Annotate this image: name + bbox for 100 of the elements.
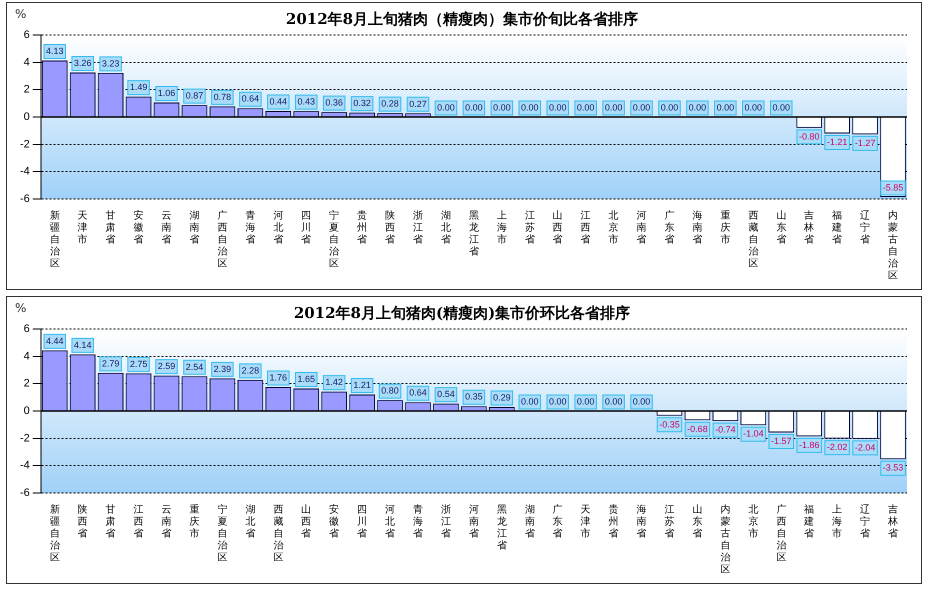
- y-tick-label: -2: [20, 432, 30, 444]
- data-label: 0.36: [325, 98, 343, 108]
- data-label: 4.14: [74, 340, 92, 350]
- data-label: 2.54: [186, 362, 204, 372]
- x-tick-label: 甘肃省: [106, 504, 116, 540]
- y-tick-label: 4: [24, 56, 30, 68]
- x-tick-label: 云南省: [162, 504, 172, 540]
- data-label: -0.35: [659, 419, 680, 430]
- x-tick-label: 天津市: [580, 504, 591, 540]
- x-tick-label: 天津市: [78, 210, 88, 246]
- y-tick-label: 0: [24, 405, 30, 418]
- data-label: -1.57: [771, 436, 792, 446]
- x-tick-label: 西藏自治区: [748, 210, 758, 270]
- data-label: 0.28: [381, 98, 399, 109]
- data-label: 2.39: [214, 364, 232, 374]
- data-label: -2.02: [826, 442, 848, 452]
- data-label: 0.43: [297, 96, 315, 107]
- data-label: 0.80: [381, 386, 399, 396]
- data-label: 0.64: [242, 94, 260, 104]
- x-tick-label: 新疆自治区: [50, 504, 60, 564]
- y-axis-title: %: [15, 301, 26, 316]
- data-label: 2.79: [102, 358, 120, 368]
- data-label: 0.00: [604, 396, 622, 406]
- data-label: -1.21: [826, 137, 848, 148]
- x-tick-label: 北京市: [748, 504, 758, 540]
- data-label: 2.75: [130, 358, 148, 369]
- x-tick-label: 贵州省: [608, 504, 619, 540]
- x-tick-label: 北京市: [608, 210, 619, 246]
- data-label: 0.00: [688, 102, 706, 112]
- x-tick-label: 西藏自治区: [273, 504, 284, 564]
- data-label: 1.21: [353, 380, 371, 390]
- x-tick-label: 陕西省: [385, 210, 396, 246]
- data-label: 0.44: [270, 96, 288, 106]
- x-tick-label: 重庆市: [189, 504, 200, 540]
- x-tick-label: 海南省: [636, 504, 647, 540]
- x-tick-label: 江苏省: [524, 210, 535, 246]
- y-tick-label: 6: [24, 323, 30, 336]
- y-tick-label: -6: [20, 487, 30, 500]
- data-label: 1.06: [158, 88, 176, 98]
- x-tick-label: 河南省: [636, 210, 647, 246]
- y-tick-label: -4: [20, 166, 30, 178]
- data-label: 4.44: [46, 336, 64, 346]
- data-label: -1.27: [854, 138, 876, 148]
- y-axis-title: %: [15, 7, 26, 22]
- data-label: 0.32: [353, 98, 371, 108]
- x-tick-label: 海南省: [692, 210, 702, 246]
- x-tick-label: 湖南省: [189, 210, 200, 246]
- x-tick-label: 湖北省: [245, 504, 256, 540]
- data-label: 1.42: [325, 377, 343, 388]
- x-tick-label: 辽宁省: [860, 210, 870, 246]
- data-label: 0.29: [493, 392, 511, 403]
- x-tick-label: 山西省: [552, 210, 563, 246]
- data-label: 0.87: [186, 90, 204, 101]
- x-tick-label: 宁夏自治区: [329, 210, 340, 270]
- data-label: 0.00: [576, 396, 594, 406]
- data-label: 0.00: [744, 102, 762, 112]
- data-label: -2.04: [854, 442, 876, 452]
- x-tick-label: 上海市: [496, 210, 507, 246]
- x-tick-label: 黑龙江省: [496, 504, 507, 552]
- x-tick-label: 四川省: [301, 210, 312, 246]
- data-label: 4.13: [46, 46, 64, 56]
- x-tick-label: 重庆市: [720, 210, 730, 246]
- x-tick-label: 江苏省: [664, 504, 674, 540]
- data-label: 0.00: [632, 102, 650, 112]
- chart-title: 2012年8月上旬猪肉（精瘦肉）集市价旬比各省排序: [286, 10, 638, 28]
- data-label: 0.64: [409, 388, 427, 398]
- data-label: 2.59: [158, 361, 176, 372]
- x-tick-label: 甘肃省: [106, 210, 116, 246]
- y-tick-label: 2: [24, 84, 30, 96]
- data-label: -0.68: [687, 424, 708, 434]
- x-tick-label: 山东省: [692, 504, 702, 540]
- data-label: -3.53: [882, 462, 904, 473]
- x-tick-label: 青海省: [245, 210, 256, 246]
- x-tick-label: 山东省: [776, 210, 786, 246]
- data-label: 0.35: [465, 392, 483, 402]
- data-label: 0.00: [660, 102, 678, 112]
- data-label: 0.78: [214, 92, 232, 102]
- x-tick-label: 宁夏自治区: [217, 504, 228, 564]
- data-label: 1.49: [130, 82, 148, 92]
- data-label: 1.65: [297, 374, 315, 384]
- x-tick-label: 湖北省: [440, 210, 451, 246]
- x-tick-label: 广东省: [552, 504, 563, 540]
- x-tick-label: 河北省: [385, 504, 396, 540]
- y-tick-label: 0: [24, 111, 30, 124]
- x-tick-label: 广东省: [664, 210, 674, 246]
- x-tick-label: 湖南省: [524, 504, 535, 540]
- x-tick-label: 四川省: [357, 504, 368, 540]
- y-tick-label: -4: [20, 460, 30, 472]
- data-label: 0.00: [548, 102, 566, 112]
- x-tick-label: 浙江省: [413, 210, 424, 246]
- data-label: 1.76: [270, 372, 288, 382]
- x-tick-label: 黑龙江省: [468, 210, 479, 258]
- x-tick-label: 广西自治区: [217, 210, 228, 270]
- x-tick-label: 青海省: [413, 504, 424, 540]
- data-label: 0.00: [437, 102, 455, 112]
- y-tick-label: -2: [20, 138, 30, 150]
- data-label: 0.00: [604, 102, 622, 112]
- x-tick-label: 新疆自治区: [50, 210, 60, 270]
- data-label: 0.00: [493, 102, 511, 112]
- x-tick-label: 河北省: [273, 210, 284, 246]
